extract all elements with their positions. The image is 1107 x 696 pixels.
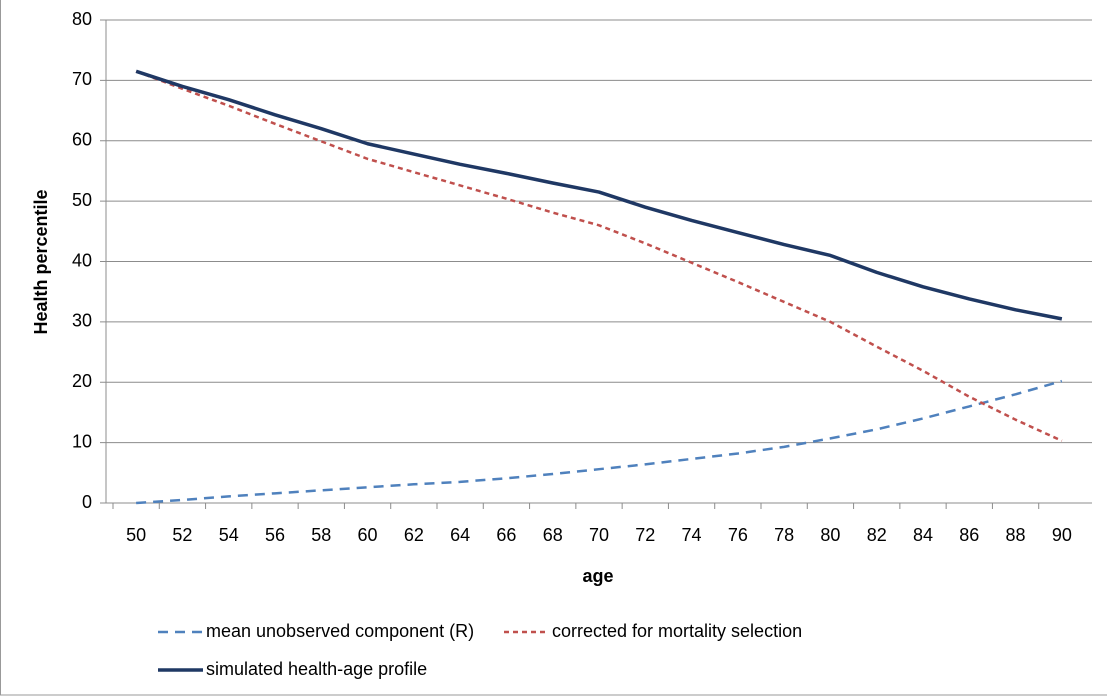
line-series	[136, 379, 1063, 505]
x-tick-label: 54	[219, 525, 239, 545]
x-tick-label: 50	[126, 525, 146, 545]
x-tick-label: 52	[172, 525, 192, 545]
x-tick-label: 88	[1006, 525, 1026, 545]
line-series	[135, 70, 1063, 442]
y-tick-label: 70	[72, 69, 92, 89]
x-axis-title: age	[582, 566, 613, 586]
x-tick-label: 58	[311, 525, 331, 545]
legend-label: simulated health-age profile	[206, 659, 427, 679]
x-tick-label: 86	[959, 525, 979, 545]
x-tick-label: 68	[543, 525, 563, 545]
x-tick-label: 76	[728, 525, 748, 545]
legend-label: mean unobserved component (R)	[206, 621, 474, 641]
x-tick-label: 74	[682, 525, 702, 545]
y-tick-label: 80	[72, 9, 92, 29]
x-tick-label: 72	[635, 525, 655, 545]
y-tick-label: 40	[72, 250, 92, 270]
y-tick-label: 20	[72, 371, 92, 391]
x-tick-label: 82	[867, 525, 887, 545]
x-tick-label: 84	[913, 525, 933, 545]
legend-label: corrected for mortality selection	[552, 621, 802, 641]
x-tick-label: 64	[450, 525, 470, 545]
x-tick-label: 62	[404, 525, 424, 545]
y-tick-label: 30	[72, 311, 92, 331]
y-tick-label: 60	[72, 130, 92, 150]
x-tick-label: 66	[496, 525, 516, 545]
line-series	[135, 69, 1063, 321]
y-tick-label: 10	[72, 431, 92, 451]
y-tick-label: 0	[82, 492, 92, 512]
x-tick-label: 56	[265, 525, 285, 545]
y-tick-label: 50	[72, 190, 92, 210]
x-tick-label: 60	[358, 525, 378, 545]
y-axis-title: Health percentile	[31, 189, 51, 334]
x-tick-label: 90	[1052, 525, 1072, 545]
x-tick-label: 80	[820, 525, 840, 545]
x-tick-label: 70	[589, 525, 609, 545]
x-tick-label: 78	[774, 525, 794, 545]
